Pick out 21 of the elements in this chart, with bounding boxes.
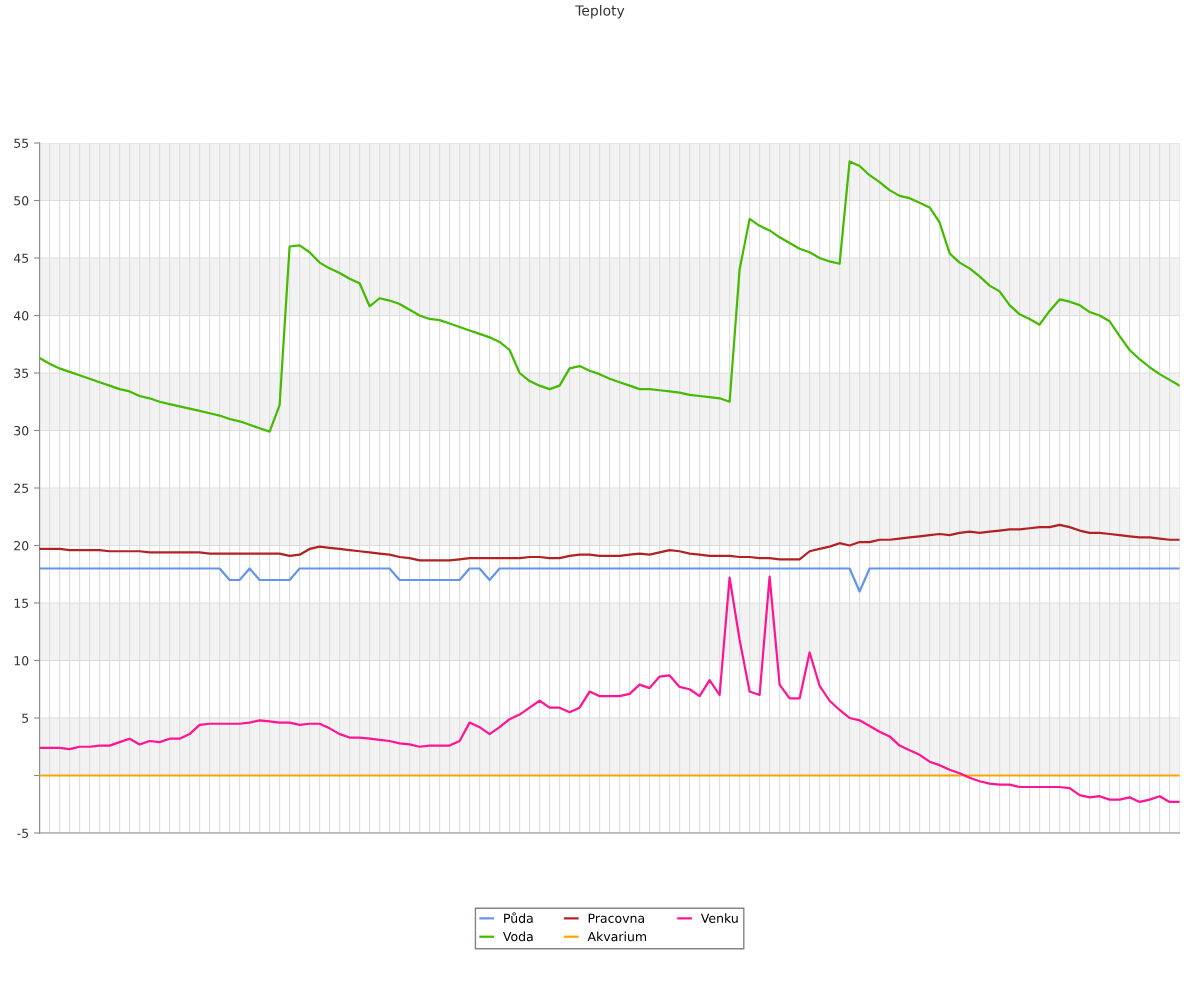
y-tick-label: 10 [14, 655, 29, 666]
y-tick-label: 15 [14, 598, 29, 608]
line-series [39, 575, 1180, 804]
legend-label: Voda [503, 931, 533, 942]
legend-label: Pracovna [588, 913, 644, 923]
y-tick-label: 40 [13, 310, 29, 321]
y-tick-label: 20 [14, 540, 29, 551]
chart-title: Teploty [575, 5, 625, 19]
y-tick-label: 30 [14, 425, 29, 436]
y-tick-label: 25 [14, 483, 29, 493]
y-tick-label: -5 [17, 828, 29, 838]
y-tick-label: 35 [14, 368, 29, 378]
legend-label: Venku [700, 913, 738, 923]
y-tick-label: 45 [13, 253, 29, 263]
y-tick-label: 55 [14, 138, 29, 148]
line-series [39, 160, 1180, 433]
y-tick-label: 5 [22, 713, 29, 723]
y-tick-label: 50 [14, 195, 29, 206]
legend-label: Půda [504, 912, 533, 923]
line-series [39, 523, 1180, 562]
legend-label: Akvarium [587, 931, 646, 942]
